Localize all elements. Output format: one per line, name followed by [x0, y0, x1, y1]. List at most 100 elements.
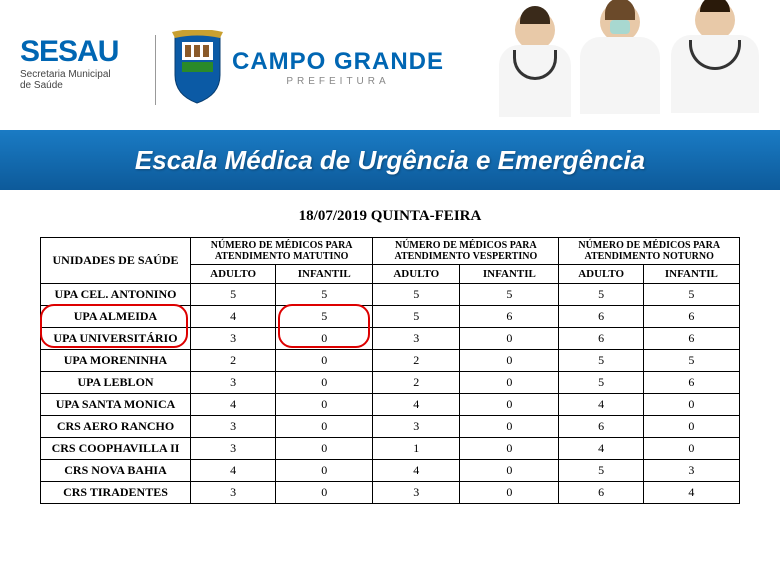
value-cell: 3 — [191, 482, 276, 504]
value-cell: 3 — [191, 372, 276, 394]
value-cell: 0 — [460, 394, 559, 416]
unit-name-cell: CRS TIRADENTES — [41, 482, 191, 504]
value-cell: 0 — [276, 394, 373, 416]
unit-name-cell: UPA ALMEIDA — [41, 306, 191, 328]
value-cell: 6 — [559, 328, 643, 350]
unit-name-cell: UPA SANTA MONICA — [41, 394, 191, 416]
value-cell: 5 — [276, 306, 373, 328]
value-cell: 2 — [373, 372, 460, 394]
value-cell: 5 — [559, 460, 643, 482]
value-cell: 0 — [643, 416, 739, 438]
value-cell: 1 — [373, 438, 460, 460]
value-cell: 4 — [373, 460, 460, 482]
value-cell: 0 — [460, 482, 559, 504]
sub-adulto-2: ADULTO — [373, 265, 460, 284]
value-cell: 0 — [460, 460, 559, 482]
value-cell: 5 — [559, 350, 643, 372]
value-cell: 6 — [460, 306, 559, 328]
value-cell: 5 — [276, 284, 373, 306]
value-cell: 6 — [559, 416, 643, 438]
table-wrap: UNIDADES DE SAÚDE NÚMERO DE MÉDICOS PARA… — [0, 237, 780, 504]
header: SESAU Secretaria Municipal de Saúde CAMP… — [0, 0, 780, 130]
value-cell: 0 — [276, 438, 373, 460]
unit-name-cell: UPA UNIVERSITÁRIO — [41, 328, 191, 350]
table-row: UPA UNIVERSITÁRIO303066 — [41, 328, 740, 350]
schedule-table: UNIDADES DE SAÚDE NÚMERO DE MÉDICOS PARA… — [40, 237, 740, 504]
city-shield-icon — [170, 30, 225, 105]
value-cell: 0 — [460, 328, 559, 350]
value-cell: 5 — [559, 372, 643, 394]
value-cell: 6 — [559, 306, 643, 328]
value-cell: 3 — [191, 438, 276, 460]
value-cell: 5 — [191, 284, 276, 306]
value-cell: 6 — [643, 306, 739, 328]
unit-name-cell: CRS AERO RANCHO — [41, 416, 191, 438]
value-cell: 0 — [460, 350, 559, 372]
value-cell: 2 — [373, 350, 460, 372]
unit-name-cell: UPA CEL. ANTONINO — [41, 284, 191, 306]
value-cell: 4 — [191, 394, 276, 416]
value-cell: 0 — [276, 350, 373, 372]
doctor-figure-1 — [490, 10, 580, 130]
sub-adulto-3: ADULTO — [559, 265, 643, 284]
value-cell: 5 — [373, 284, 460, 306]
unit-name-cell: CRS COOPHAVILLA II — [41, 438, 191, 460]
table-row: CRS COOPHAVILLA II301040 — [41, 438, 740, 460]
value-cell: 5 — [559, 284, 643, 306]
table-row: UPA CEL. ANTONINO555555 — [41, 284, 740, 306]
title-banner: Escala Médica de Urgência e Emergência — [0, 130, 780, 190]
banner-text: Escala Médica de Urgência e Emergência — [135, 145, 645, 176]
doctor-figure-2 — [570, 2, 670, 130]
table-row: CRS NOVA BAHIA404053 — [41, 460, 740, 482]
value-cell: 0 — [460, 372, 559, 394]
sesau-title: SESAU — [20, 35, 118, 69]
value-cell: 0 — [276, 328, 373, 350]
vertical-divider — [155, 35, 156, 105]
value-cell: 4 — [559, 438, 643, 460]
value-cell: 3 — [191, 328, 276, 350]
header-unidades: UNIDADES DE SAÚDE — [41, 238, 191, 284]
value-cell: 0 — [276, 482, 373, 504]
header-matutino: NÚMERO DE MÉDICOS PARA ATENDIMENTO MATUT… — [191, 238, 373, 265]
table-row: UPA SANTA MONICA404040 — [41, 394, 740, 416]
value-cell: 4 — [643, 482, 739, 504]
value-cell: 0 — [460, 416, 559, 438]
value-cell: 5 — [643, 284, 739, 306]
value-cell: 0 — [276, 460, 373, 482]
table-row: UPA MORENINHA202055 — [41, 350, 740, 372]
sesau-subtitle-1: Secretaria Municipal — [20, 69, 118, 80]
sesau-logo: SESAU Secretaria Municipal de Saúde — [20, 35, 118, 91]
value-cell: 0 — [460, 438, 559, 460]
header-noturno: NÚMERO DE MÉDICOS PARA ATENDIMENTO NOTUR… — [559, 238, 740, 265]
sub-adulto-1: ADULTO — [191, 265, 276, 284]
value-cell: 6 — [559, 482, 643, 504]
table-row: UPA LEBLON302056 — [41, 372, 740, 394]
sub-infantil-2: INFANTIL — [460, 265, 559, 284]
sub-infantil-1: INFANTIL — [276, 265, 373, 284]
value-cell: 3 — [373, 328, 460, 350]
table-container: UNIDADES DE SAÚDE NÚMERO DE MÉDICOS PARA… — [40, 237, 740, 504]
table-body: UPA CEL. ANTONINO555555UPA ALMEIDA455666… — [41, 284, 740, 504]
value-cell: 4 — [191, 460, 276, 482]
sub-infantil-3: INFANTIL — [643, 265, 739, 284]
value-cell: 3 — [643, 460, 739, 482]
unit-name-cell: UPA MORENINHA — [41, 350, 191, 372]
value-cell: 2 — [191, 350, 276, 372]
value-cell: 3 — [373, 416, 460, 438]
campo-grande-subtitle: PREFEITURA — [232, 76, 444, 87]
value-cell: 4 — [373, 394, 460, 416]
value-cell: 5 — [643, 350, 739, 372]
value-cell: 0 — [276, 416, 373, 438]
value-cell: 5 — [373, 306, 460, 328]
unit-name-cell: UPA LEBLON — [41, 372, 191, 394]
doctor-figure-3 — [660, 0, 770, 130]
table-row: UPA ALMEIDA455666 — [41, 306, 740, 328]
value-cell: 6 — [643, 372, 739, 394]
value-cell: 4 — [191, 306, 276, 328]
date-line: 18/07/2019 QUINTA-FEIRA — [0, 208, 780, 225]
value-cell: 4 — [559, 394, 643, 416]
campo-grande-logo: CAMPO GRANDE PREFEITURA — [232, 48, 444, 87]
value-cell: 0 — [643, 394, 739, 416]
value-cell: 5 — [460, 284, 559, 306]
value-cell: 0 — [643, 438, 739, 460]
